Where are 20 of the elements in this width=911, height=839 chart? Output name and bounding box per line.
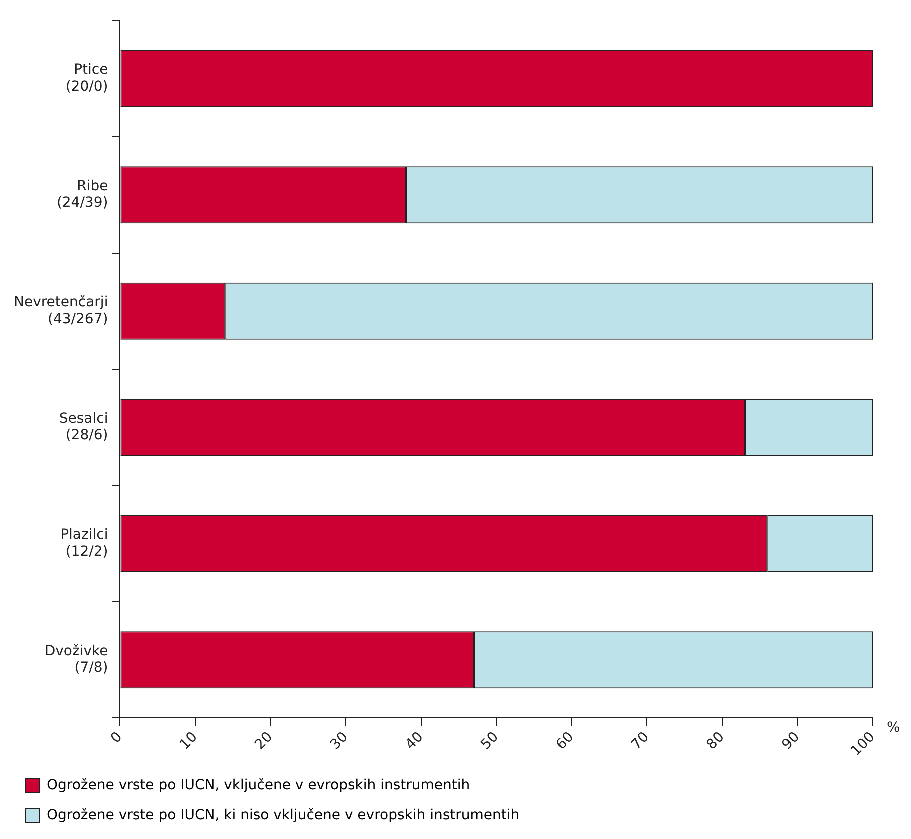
legend-label: Ogrožene vrste po IUCN, ki niso vključene v evropskih instrumentih (47, 808, 520, 824)
y-tick-label: Ribe (24/39) (56, 178, 108, 212)
x-tick-label: 100 (848, 729, 878, 760)
x-tick-label: 90 (779, 729, 804, 754)
x-tick-label: 0 (108, 729, 126, 747)
x-axis-title: % (887, 720, 900, 736)
x-tick-label: 50 (478, 729, 502, 754)
x-tick-label: 10 (176, 729, 201, 754)
legend-label: Ogrožene vrste po IUCN, vključene v evropskih instrumentih (47, 778, 470, 794)
y-tick-label: Ptice (20/0) (66, 62, 108, 95)
y-tick-label: Sesalci (28/6) (59, 410, 108, 444)
x-tick-label: 20 (252, 729, 276, 754)
y-tick-label: Dvoživke (7/8) (44, 643, 108, 676)
x-tick-label: 40 (402, 729, 427, 754)
y-tick-label: Plazilci (12/2) (60, 527, 108, 560)
x-tick-label: 80 (704, 729, 728, 754)
x-tick-label: 60 (553, 729, 578, 754)
x-tick-label: 70 (628, 729, 653, 754)
x-tick-label: 30 (328, 729, 352, 754)
y-tick-label: Nevretenčarji (43/267) (14, 294, 108, 328)
